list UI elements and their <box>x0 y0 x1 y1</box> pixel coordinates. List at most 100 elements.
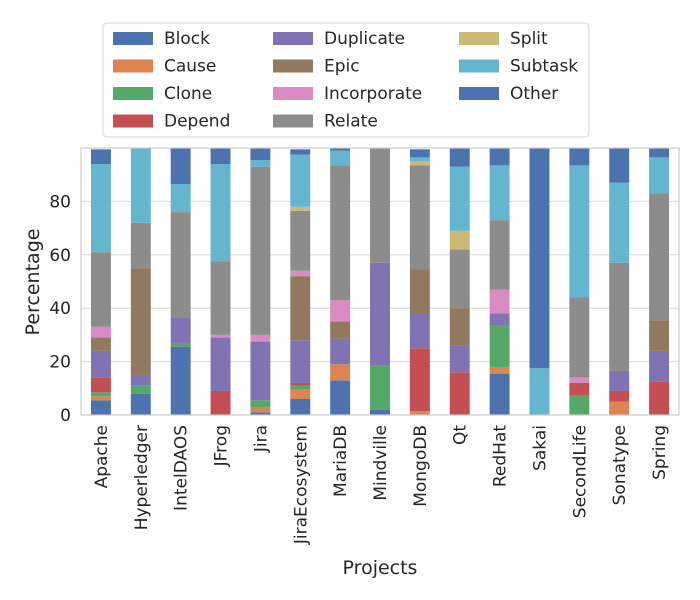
bar-segment-incorporate <box>250 334 271 342</box>
bar-segment-subtask <box>569 165 590 298</box>
bar-segment-relate <box>489 220 510 290</box>
bar-segment-subtask <box>90 164 111 253</box>
bar-segment-duplicate <box>609 370 630 391</box>
bar-segment-relate <box>370 148 390 263</box>
bar-segment-clone <box>170 342 191 347</box>
bar-segment-relate <box>290 210 311 271</box>
bar-segment-block <box>330 380 351 415</box>
bar-segment-subtask <box>170 184 191 213</box>
legend-label-incorporate: Incorporate <box>324 84 422 104</box>
bar-segment-duplicate <box>649 350 670 382</box>
bar-segment-duplicate <box>290 340 311 383</box>
bar-segment-clone <box>569 394 590 415</box>
bar-segment-duplicate <box>90 350 111 378</box>
bar-segment-subtask <box>250 160 271 167</box>
legend-swatch-epic <box>273 59 313 73</box>
bar-segment-split <box>290 206 311 211</box>
bar-segment-cause <box>250 406 271 413</box>
legend-swatch-cause <box>113 59 153 73</box>
bar-segment-other <box>290 149 311 155</box>
bar-segment-duplicate <box>210 337 231 391</box>
bar-segment-relate <box>449 249 470 309</box>
bar-segment-depend <box>90 377 111 393</box>
bar-segment-subtask <box>330 150 351 166</box>
x-tick-label: SecondLife <box>570 425 590 518</box>
legend-swatch-incorporate <box>273 87 313 100</box>
bar-segment-subtask <box>210 164 231 262</box>
legend-label-clone: Clone <box>164 84 212 104</box>
bar-segment-incorporate <box>569 377 590 383</box>
bar-segment-block <box>370 409 390 415</box>
bar-segment-relate <box>409 165 430 270</box>
bar-segment-block <box>250 412 271 415</box>
bar-segment-cause <box>609 401 630 415</box>
bar-segment-other <box>569 148 590 166</box>
bar-segment-cause <box>489 366 510 374</box>
y-tick-label: 60 <box>49 246 71 266</box>
bar-segment-relate <box>649 193 670 321</box>
bar-segment-other <box>489 148 510 166</box>
bar-segment-other <box>529 148 550 369</box>
y-tick-label: 40 <box>49 299 71 319</box>
x-tick-label: Mindville <box>371 425 391 501</box>
y-tick-label: 80 <box>49 192 71 212</box>
legend-swatch-split <box>459 32 499 45</box>
bar-segment-duplicate <box>489 313 510 326</box>
bar-segment-subtask <box>609 182 630 263</box>
legend-swatch-duplicate <box>273 32 313 45</box>
bar-segment-subtask <box>649 157 670 194</box>
legend-label-cause: Cause <box>164 57 216 77</box>
bar-segment-duplicate <box>370 262 390 366</box>
legend-label-split: Split <box>510 29 548 49</box>
x-tick-label: RedHat <box>491 425 511 487</box>
bar-segment-depend <box>649 381 670 415</box>
bar-segment-relate <box>210 261 231 335</box>
legend-swatch-relate <box>273 114 313 128</box>
bar-segment-relate <box>609 262 630 371</box>
bar-segment-epic <box>449 308 470 346</box>
bar-segment-incorporate <box>90 326 111 338</box>
y-tick-labels: 0 20 40 60 80 <box>49 192 71 426</box>
x-tick-label: Spring <box>650 425 670 480</box>
x-tick-label: Sakai <box>530 425 550 471</box>
bar-segment-incorporate <box>210 334 231 338</box>
bar-segment-incorporate <box>330 300 351 322</box>
legend-swatch-block <box>113 32 153 45</box>
x-tick-label: Apache <box>92 425 112 488</box>
bar-segment-other <box>449 148 470 167</box>
legend-label-block: Block <box>164 29 210 49</box>
legend-label-epic: Epic <box>324 57 360 77</box>
x-tick-label: Hyperledger <box>132 425 152 530</box>
legend-label-depend: Depend <box>164 112 230 132</box>
bar-segment-subtask <box>449 166 470 231</box>
bar-segment-subtask <box>529 368 550 415</box>
x-tick-label: Sonatype <box>610 425 630 505</box>
bar-segment-other <box>170 148 191 185</box>
bar-segment-block <box>170 346 191 415</box>
bar-segment-clone <box>370 365 390 410</box>
bar-segment-incorporate <box>489 289 510 314</box>
bar-segment-relate <box>130 222 151 269</box>
legend-swatch-depend <box>113 114 153 128</box>
x-tick-label: MariaDB <box>331 425 351 497</box>
legend-swatch-subtask <box>459 59 499 73</box>
bar-segment-depend <box>569 382 590 395</box>
bar-segment-depend <box>609 390 630 402</box>
bar-segment-clone <box>90 392 111 397</box>
x-tick-label: IntelDAOS <box>172 425 192 511</box>
bar-segment-block <box>290 398 311 415</box>
x-tick-labels: Apache Hyperledger IntelDAOS JFrog Jira JiraE… <box>92 425 670 545</box>
bar-segment-cause <box>90 396 111 401</box>
bars <box>90 148 670 415</box>
x-tick-label: JFrog <box>212 425 232 467</box>
legend-swatch-clone <box>113 87 153 100</box>
bar-segment-other <box>210 148 231 165</box>
plot-frame <box>80 147 680 416</box>
bar-segment-epic <box>290 276 311 341</box>
bar-segment-relate <box>569 297 590 378</box>
bar-segment-subtask <box>130 148 151 223</box>
bar-segment-split <box>449 230 470 250</box>
bar-segment-depend <box>409 348 430 411</box>
legend-label-relate: Relate <box>324 112 378 132</box>
